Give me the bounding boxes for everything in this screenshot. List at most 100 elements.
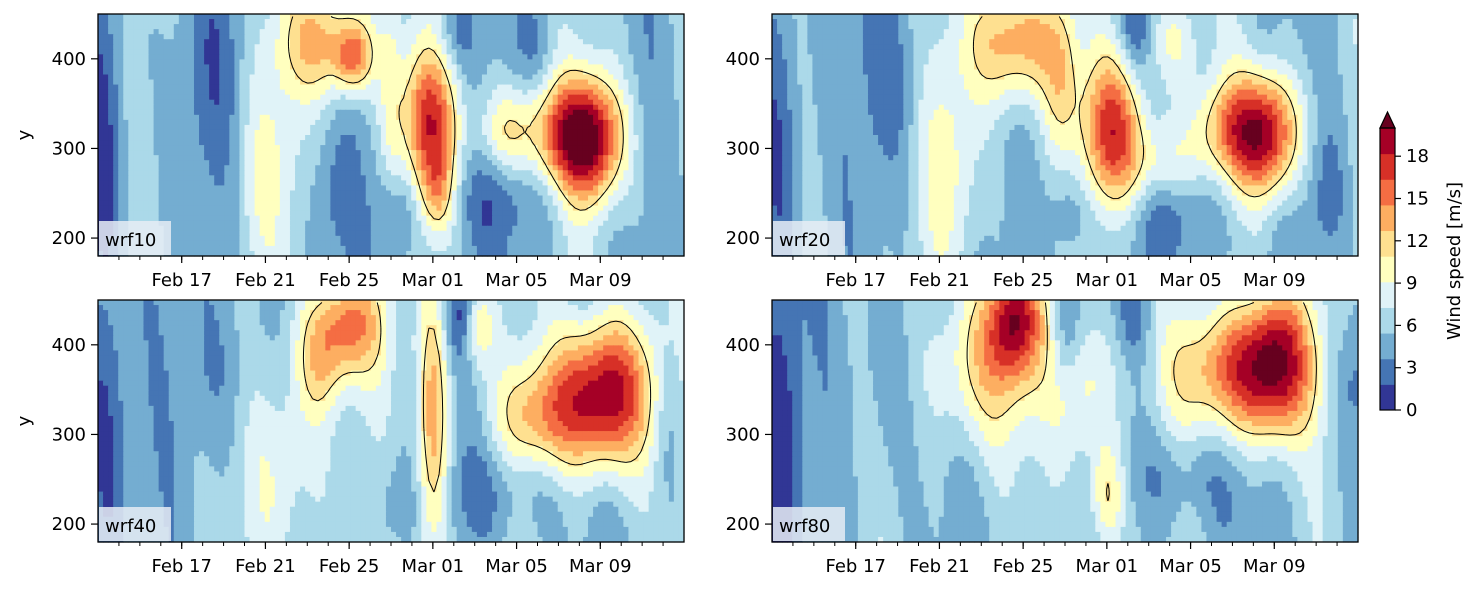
field-cell bbox=[351, 75, 357, 81]
field-cell bbox=[401, 160, 407, 166]
field-cell bbox=[209, 115, 215, 121]
field-cell bbox=[639, 130, 645, 136]
field-cell bbox=[371, 100, 377, 106]
field-cell bbox=[553, 155, 559, 161]
field-cell bbox=[664, 190, 670, 196]
field-cell bbox=[295, 59, 301, 65]
field-cell bbox=[447, 221, 453, 227]
field-cell bbox=[593, 130, 599, 136]
field-cell bbox=[583, 34, 589, 40]
field-cell bbox=[174, 120, 180, 126]
field-cell bbox=[245, 211, 251, 217]
field-cell bbox=[396, 44, 402, 50]
field-cell bbox=[224, 120, 230, 126]
field-cell bbox=[633, 180, 639, 186]
field-cell bbox=[538, 44, 544, 50]
field-cell bbox=[421, 34, 427, 40]
field-cell bbox=[128, 19, 134, 25]
field-cell bbox=[649, 190, 655, 196]
field-cell bbox=[512, 80, 518, 86]
field-cell bbox=[133, 59, 139, 65]
field-cell bbox=[588, 170, 594, 176]
field-cell bbox=[381, 130, 387, 136]
field-cell bbox=[219, 69, 225, 75]
field-cell bbox=[209, 190, 215, 196]
field-cell bbox=[133, 100, 139, 106]
field-cell bbox=[603, 105, 609, 111]
field-cell bbox=[512, 34, 518, 40]
field-cell bbox=[603, 135, 609, 141]
field-cell bbox=[149, 185, 155, 191]
field-cell bbox=[245, 69, 251, 75]
field-cell bbox=[543, 175, 549, 181]
field-cell bbox=[260, 95, 266, 101]
field-cell bbox=[356, 221, 362, 227]
field-cell bbox=[462, 206, 468, 212]
field-cell bbox=[214, 201, 220, 207]
field-cell bbox=[603, 140, 609, 146]
field-cell bbox=[98, 216, 104, 222]
field-cell bbox=[98, 100, 104, 106]
field-cell bbox=[351, 49, 357, 55]
field-cell bbox=[204, 59, 210, 65]
field-cell bbox=[573, 100, 579, 106]
field-cell bbox=[618, 175, 624, 181]
field-cell bbox=[436, 24, 442, 30]
field-cell bbox=[199, 125, 205, 131]
field-cell bbox=[573, 160, 579, 166]
field-cell bbox=[664, 39, 670, 45]
field-cell bbox=[492, 75, 498, 81]
field-cell bbox=[502, 190, 508, 196]
field-cell bbox=[613, 160, 619, 166]
field-cell bbox=[462, 150, 468, 156]
field-cell bbox=[265, 160, 271, 166]
field-cell bbox=[169, 190, 175, 196]
field-cell bbox=[517, 29, 523, 35]
field-cell bbox=[613, 85, 619, 91]
field-cell bbox=[558, 135, 564, 141]
field-cell bbox=[588, 130, 594, 136]
field-cell bbox=[517, 190, 523, 196]
field-cell bbox=[260, 175, 266, 181]
field-cell bbox=[532, 64, 538, 70]
field-cell bbox=[245, 105, 251, 111]
field-cell bbox=[421, 14, 427, 20]
field-cell bbox=[497, 14, 503, 20]
field-cell bbox=[633, 64, 639, 70]
field-cell bbox=[442, 165, 448, 171]
field-cell bbox=[386, 120, 392, 126]
field-cell bbox=[295, 216, 301, 222]
field-cell bbox=[527, 59, 533, 65]
field-cell bbox=[603, 155, 609, 161]
field-cell bbox=[431, 150, 437, 156]
field-cell bbox=[568, 100, 574, 106]
field-cell bbox=[659, 185, 665, 191]
field-cell bbox=[204, 130, 210, 136]
field-cell bbox=[204, 135, 210, 141]
field-cell bbox=[179, 120, 185, 126]
field-cell bbox=[219, 125, 225, 131]
field-cell bbox=[245, 95, 251, 101]
field-cell bbox=[204, 125, 210, 131]
field-cell bbox=[613, 39, 619, 45]
field-cell bbox=[270, 165, 276, 171]
field-cell bbox=[366, 201, 372, 207]
field-cell bbox=[346, 54, 352, 60]
field-cell bbox=[492, 155, 498, 161]
field-cell bbox=[578, 221, 584, 227]
field-cell bbox=[371, 90, 377, 96]
field-cell bbox=[361, 34, 367, 40]
field-cell bbox=[123, 125, 129, 131]
field-cell bbox=[103, 206, 109, 212]
field-cell bbox=[659, 90, 665, 96]
field-cell bbox=[664, 54, 670, 60]
field-cell bbox=[628, 180, 634, 186]
field-cell bbox=[553, 125, 559, 131]
field-cell bbox=[154, 19, 160, 25]
field-cell bbox=[487, 135, 493, 141]
field-cell bbox=[330, 190, 336, 196]
field-cell bbox=[391, 39, 397, 45]
field-cell bbox=[487, 140, 493, 146]
field-cell bbox=[184, 75, 190, 81]
field-cell bbox=[270, 44, 276, 50]
